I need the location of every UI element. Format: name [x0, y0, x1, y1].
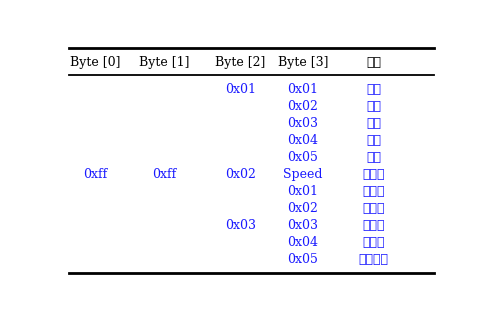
- Text: Byte [2]: Byte [2]: [215, 56, 266, 69]
- Text: 0x03: 0x03: [288, 117, 319, 130]
- Text: 0x05: 0x05: [288, 253, 319, 266]
- Text: 速度值: 速度值: [362, 168, 384, 181]
- Text: 0x03: 0x03: [288, 219, 319, 232]
- Text: 含义: 含义: [366, 56, 381, 69]
- Text: Speed: Speed: [283, 168, 323, 181]
- Text: 舐机右: 舐机右: [362, 236, 384, 249]
- Text: 后退: 后退: [366, 100, 381, 113]
- Text: 0x01: 0x01: [225, 83, 256, 95]
- Text: 舐机下: 舐机下: [362, 202, 384, 215]
- Text: 0x03: 0x03: [225, 219, 256, 232]
- Text: 停止: 停止: [366, 151, 381, 164]
- Text: 左转: 左转: [366, 117, 381, 130]
- Text: 0x05: 0x05: [288, 151, 319, 164]
- Text: Byte [3]: Byte [3]: [278, 56, 328, 69]
- Text: 0x02: 0x02: [288, 202, 319, 215]
- Text: 前进: 前进: [366, 83, 381, 95]
- Text: Byte [0]: Byte [0]: [70, 56, 121, 69]
- Text: 0x01: 0x01: [288, 185, 319, 198]
- Text: 0x04: 0x04: [288, 236, 319, 249]
- Text: 舐机上: 舐机上: [362, 185, 384, 198]
- Text: 舐机左: 舐机左: [362, 219, 384, 232]
- Text: Byte [1]: Byte [1]: [139, 56, 190, 69]
- Text: 右转: 右转: [366, 134, 381, 147]
- Text: 0x01: 0x01: [288, 83, 319, 95]
- Text: 0xff: 0xff: [83, 168, 108, 181]
- Text: 舐机居中: 舐机居中: [358, 253, 388, 266]
- Text: 0xff: 0xff: [152, 168, 176, 181]
- Text: 0x02: 0x02: [288, 100, 319, 113]
- Text: 0x02: 0x02: [225, 168, 256, 181]
- Text: 0x04: 0x04: [288, 134, 319, 147]
